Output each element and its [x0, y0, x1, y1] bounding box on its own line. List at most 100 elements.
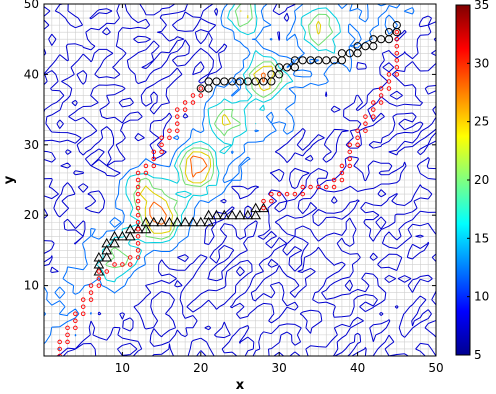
red-dot-marker	[135, 227, 141, 232]
circle-marker	[259, 77, 268, 86]
circle-marker	[345, 49, 354, 58]
circle-marker	[235, 77, 245, 86]
red-dot-marker	[198, 93, 204, 98]
red-dot-marker	[378, 93, 384, 98]
contour-level-15	[95, 4, 341, 283]
triangle-marker	[179, 216, 191, 227]
circle-marker	[290, 56, 299, 65]
red-dot-marker	[127, 255, 133, 260]
circle-marker	[212, 77, 221, 86]
red-dot-marker	[331, 177, 337, 183]
red-dot-marker	[394, 43, 400, 49]
triangle-marker	[132, 223, 144, 234]
x-tick-label: 30	[272, 361, 287, 375]
red-dot-marker	[394, 36, 400, 42]
colorbar-ticks: 5 10 15 20 25 30 35	[467, 0, 489, 362]
red-dot-marker	[394, 29, 400, 35]
circle-marker	[329, 56, 339, 65]
red-dot-marker	[182, 107, 188, 112]
circle-marker	[275, 63, 284, 72]
y-tick-label: 40	[24, 67, 39, 81]
circle-marker	[369, 35, 378, 44]
colorbar-tick-label: 5	[474, 348, 482, 362]
triangle-marker	[195, 216, 207, 227]
colorbar-tick-label: 10	[474, 290, 489, 304]
plot-frame	[43, 3, 437, 357]
triangle-marker	[218, 209, 230, 220]
red-dot-marker	[127, 262, 133, 267]
triangle-marker	[187, 216, 199, 227]
red-dot-marker	[120, 262, 125, 267]
grid-lines	[44, 4, 436, 356]
triangle-marker	[101, 251, 113, 262]
red-dot-marker	[347, 163, 353, 169]
red-dot-marker	[175, 107, 180, 112]
red-dot-marker	[292, 191, 298, 197]
colorbar: 5 10 15 20 25 30 35	[455, 0, 489, 362]
triangle-marker	[242, 209, 254, 220]
red-dot-marker	[80, 304, 86, 309]
red-dot-marker	[300, 184, 305, 190]
red-dot-marker	[73, 311, 78, 317]
x-tick-label: 50	[428, 361, 443, 375]
triangle-marker	[124, 230, 136, 241]
red-dot-marker	[167, 135, 172, 141]
triangle-marker	[117, 230, 128, 241]
red-dot-marker	[276, 191, 282, 197]
red-dot-marker	[347, 156, 353, 162]
triangle-marker	[234, 209, 246, 220]
red-dot-marker	[104, 269, 109, 274]
red-dot-marker	[331, 184, 337, 190]
x-axis-label: x	[236, 378, 245, 393]
red-dot-marker	[175, 121, 180, 126]
red-dot-marker	[88, 283, 94, 288]
red-dot-marker	[65, 325, 70, 331]
red-dot-marker	[394, 58, 400, 63]
red-dot-marker	[175, 128, 180, 133]
red-dot-marker	[261, 198, 266, 204]
red-dot-marker	[175, 114, 180, 119]
red-dot-marker	[261, 205, 266, 211]
triangle-marker	[101, 237, 113, 248]
red-dot-marker	[135, 212, 141, 218]
red-dot-marker	[57, 346, 62, 352]
colorbar-tick-label: 25	[474, 115, 489, 129]
circle-marker	[298, 56, 307, 65]
circle-marker	[361, 42, 370, 51]
red-dot-marker	[159, 149, 164, 155]
x-tick-label: 20	[193, 361, 208, 375]
y-tick-label: 50	[24, 0, 39, 11]
red-dot-marker	[339, 163, 345, 169]
circle-marker	[353, 42, 362, 51]
red-dot-marker	[135, 234, 141, 239]
red-dot-marker	[323, 184, 329, 190]
red-dot-marker	[73, 325, 78, 331]
red-dot-marker	[159, 142, 164, 148]
red-dot-marker	[339, 177, 345, 183]
red-dot-marker	[378, 86, 384, 91]
red-dot-marker	[355, 142, 360, 148]
red-dot-marker	[284, 191, 290, 197]
y-tick-label: 10	[24, 279, 39, 293]
red-dot-marker	[386, 72, 392, 77]
red-dot-marker	[378, 100, 384, 105]
red-dot-marker	[65, 339, 70, 345]
red-dot-marker	[96, 269, 102, 274]
red-dot-marker	[386, 86, 392, 91]
y-axis-ticks: 10 20 30 40 50	[24, 0, 436, 293]
red-dot-marker	[112, 262, 117, 267]
red-dot-marker	[167, 128, 172, 133]
triangle-marker	[93, 251, 105, 262]
y-tick-label: 30	[24, 138, 39, 152]
red-dot-marker	[135, 177, 141, 183]
red-dot-marker	[135, 170, 141, 176]
red-dot-marker	[190, 93, 196, 98]
triangle-marker	[203, 209, 214, 220]
red-dot-marker	[355, 128, 360, 133]
path-markers	[57, 21, 401, 356]
triangle-marker	[124, 223, 136, 234]
triangle-marker	[109, 230, 120, 241]
triangle-marker	[93, 266, 105, 276]
plot-area	[43, 3, 437, 357]
